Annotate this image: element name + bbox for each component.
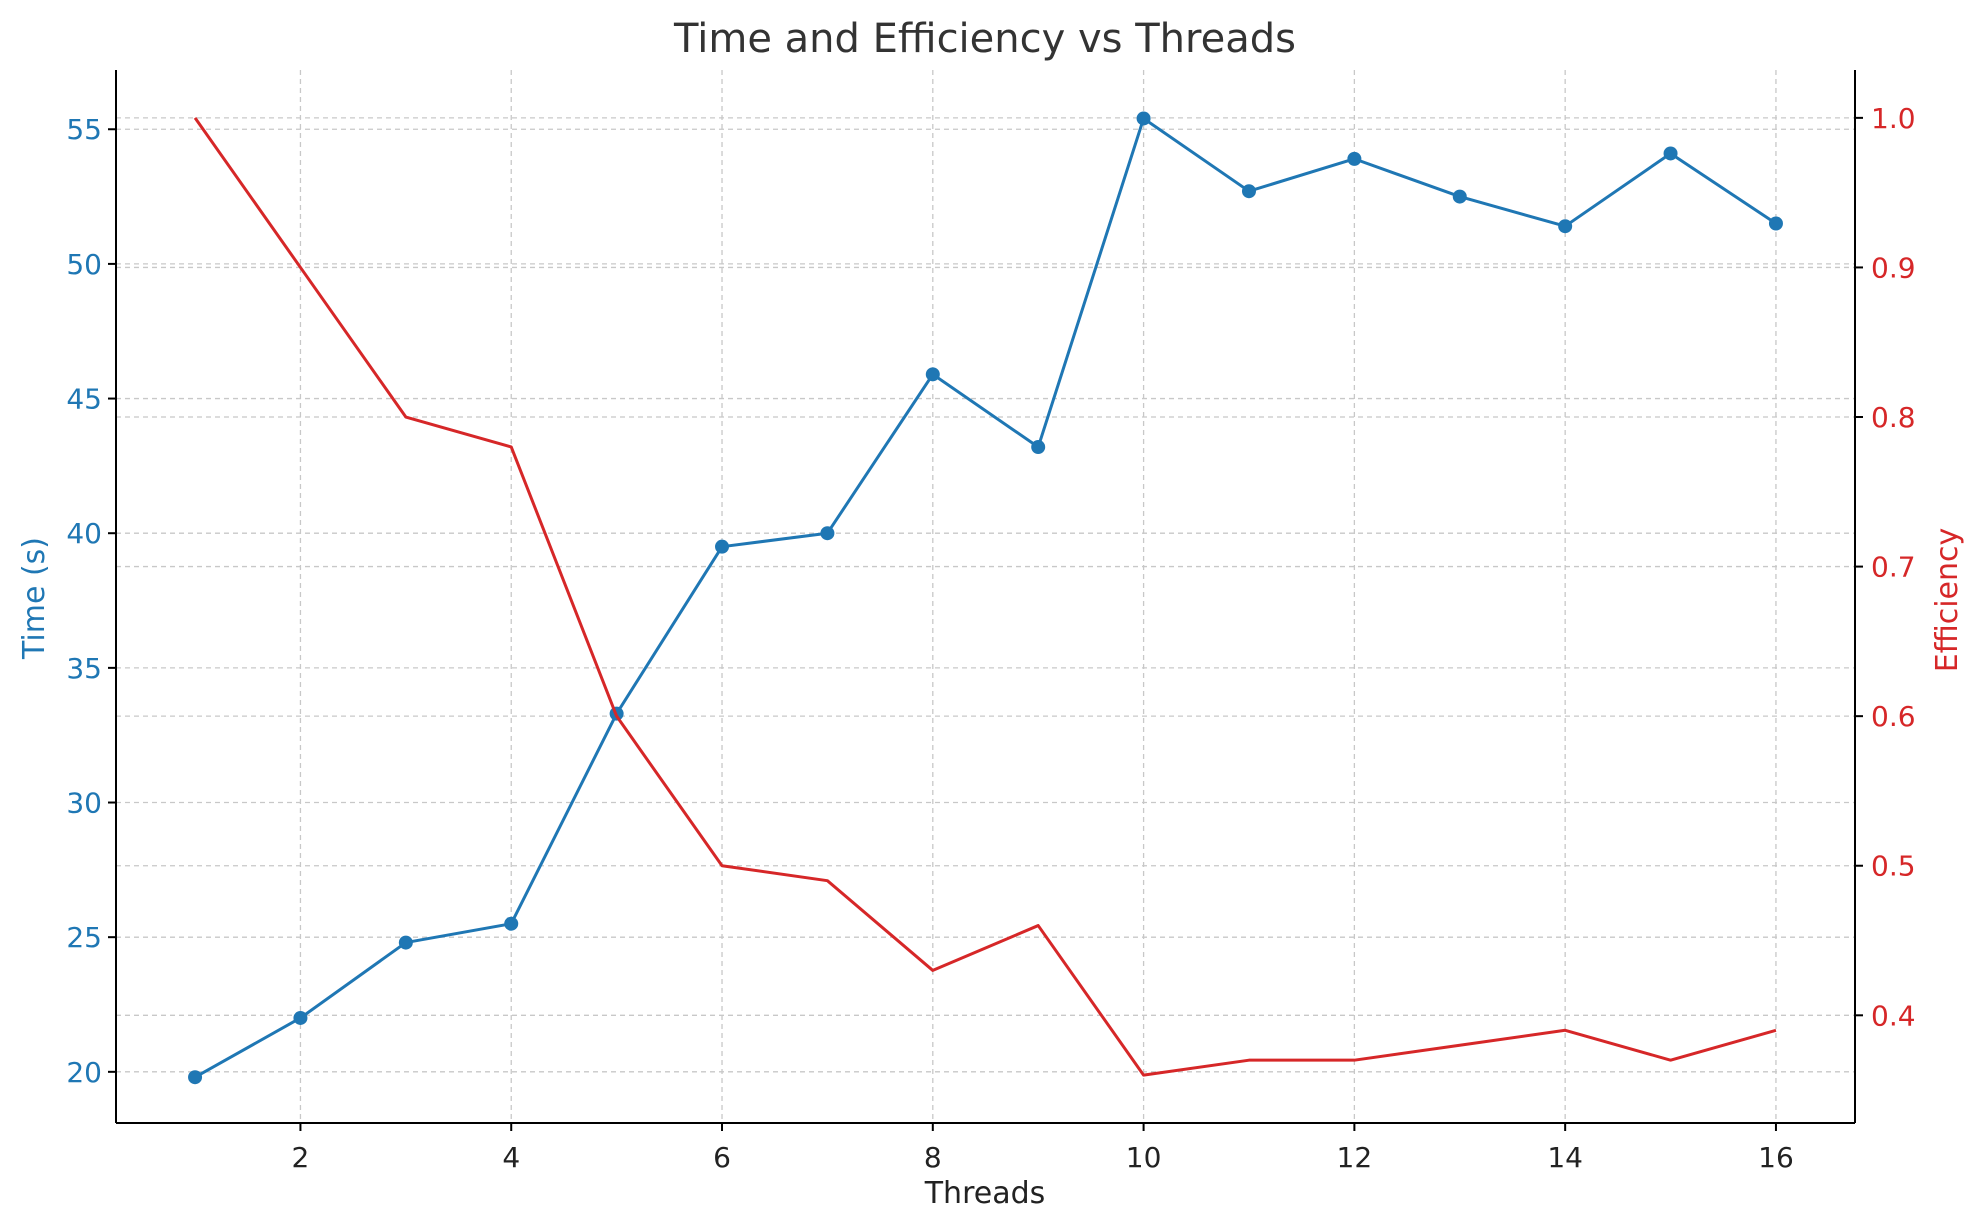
grid-layer	[116, 70, 1855, 1123]
y-left-tick-label: 30	[66, 787, 102, 820]
x-tick-label: 16	[1758, 1141, 1794, 1174]
x-tick-label: 12	[1337, 1141, 1373, 1174]
x-tick-label: 2	[292, 1141, 310, 1174]
y-right-tick-label: 0.5	[1871, 850, 1916, 883]
y-left-tick-label: 45	[66, 383, 102, 416]
time-data-point	[188, 1070, 203, 1085]
x-axis-label: Threads	[924, 1176, 1046, 1211]
y-left-tick-label: 40	[66, 517, 102, 550]
chart-title: Time and Efficiency vs Threads	[673, 16, 1296, 62]
x-tick-label: 8	[924, 1141, 942, 1174]
time-data-point	[925, 367, 940, 382]
y-right-tick-label: 0.9	[1871, 251, 1916, 284]
time-data-point	[820, 526, 835, 541]
x-tick-label: 14	[1547, 1141, 1583, 1174]
time-data-point	[1768, 216, 1783, 231]
y-axis-label-left: Time (s)	[17, 537, 52, 660]
time-data-point	[1136, 111, 1151, 126]
time-data-point	[1241, 184, 1256, 199]
time-data-point	[504, 916, 519, 931]
time-data-point	[715, 539, 730, 554]
y-left-tick-label: 35	[66, 652, 102, 685]
y-right-tick-label: 0.7	[1871, 551, 1916, 584]
series-layer	[188, 111, 1783, 1085]
time-data-point	[398, 935, 413, 950]
y-axis-label-right: Efficiency	[1930, 528, 1965, 673]
y-left-tick-label: 25	[66, 921, 102, 954]
efficiency-series-line	[193, 116, 1777, 1077]
y-right-tick-label: 0.6	[1871, 700, 1916, 733]
time-data-point	[1663, 146, 1678, 161]
time-series-line	[194, 116, 1777, 1079]
x-tick-label: 10	[1126, 1141, 1162, 1174]
y-left-tick-label: 55	[66, 113, 102, 146]
x-tick-label: 6	[713, 1141, 731, 1174]
y-right-tick-label: 1.0	[1871, 102, 1916, 135]
y-right-tick-label: 0.8	[1871, 401, 1916, 434]
axes-layer: 2 4 6 8 10 12 14 16 20 25 30 35 40 45 50 55 0.4 0.5 0.6 0.7…	[66, 70, 1916, 1174]
y-left-tick-label: 20	[66, 1056, 102, 1089]
y-left-tick-label: 50	[66, 248, 102, 281]
x-tick-label: 4	[502, 1141, 520, 1174]
time-data-point	[1452, 189, 1467, 204]
y-right-tick-label: 0.4	[1871, 999, 1916, 1032]
time-data-point	[293, 1010, 308, 1025]
time-data-point	[1031, 440, 1046, 455]
time-data-point	[1347, 151, 1362, 166]
time-data-point	[1558, 219, 1573, 234]
